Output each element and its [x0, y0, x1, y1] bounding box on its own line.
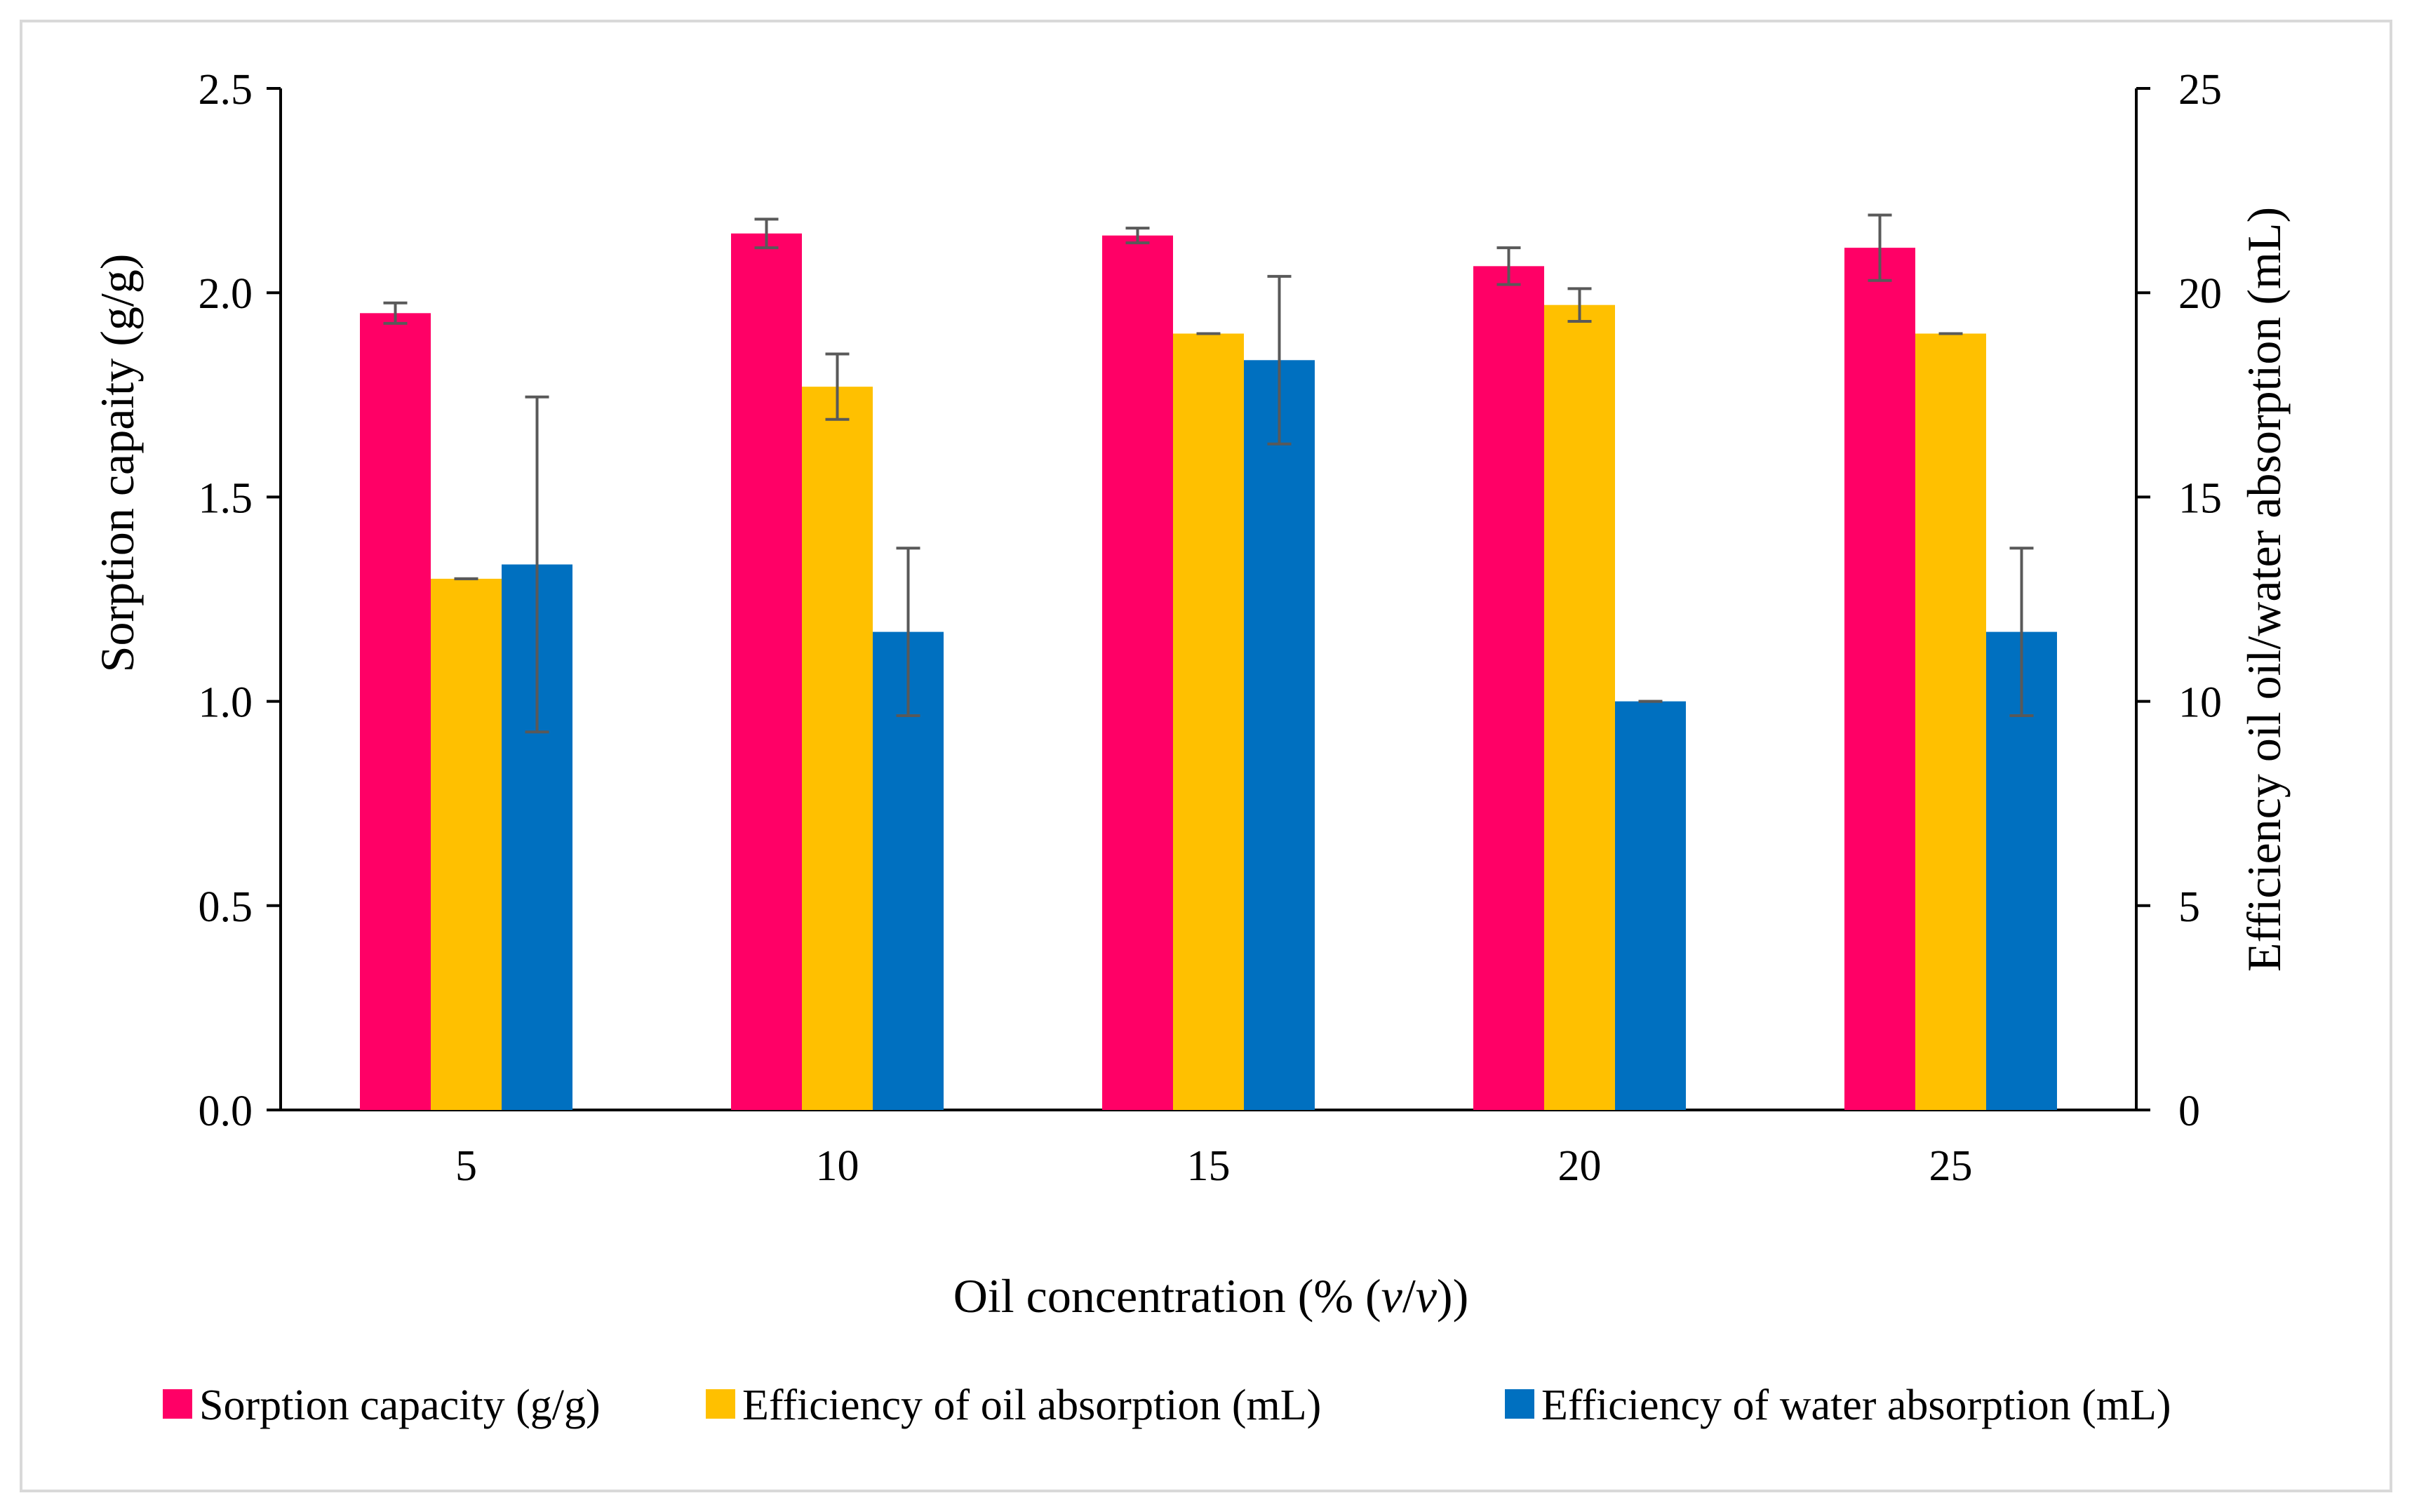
bar	[1844, 248, 1915, 1110]
right-y-axis: 0 5 10 15 20 25	[2135, 66, 2222, 1135]
x-axis: 5 10 15 20 25	[281, 1109, 2136, 1190]
right-tick-label: 10	[2178, 679, 2222, 727]
bar	[1915, 333, 1986, 1111]
right-tick-label: 15	[2178, 474, 2222, 522]
left-tick-label: 0.5	[199, 883, 253, 931]
legend-swatch	[706, 1389, 735, 1419]
bar	[1173, 333, 1244, 1111]
x-tick-label: 15	[1187, 1142, 1231, 1190]
x-tick-label: 5	[455, 1142, 477, 1190]
left-tick-label: 1.5	[199, 474, 253, 522]
bar	[1102, 235, 1173, 1110]
bar	[731, 233, 802, 1111]
bar	[360, 313, 431, 1110]
left-tick-label: 0.0	[199, 1088, 253, 1135]
x-axis-label-prefix: Oil concentration (% (	[953, 1269, 1381, 1323]
right-tick-label: 5	[2178, 883, 2200, 931]
legend: Sorption capacity (g/g) Efficiency of oil…	[163, 1381, 2171, 1429]
bar	[1615, 701, 1686, 1110]
legend-swatch	[163, 1389, 192, 1419]
bar-series-group	[360, 233, 2057, 1111]
left-y-axis-label: Sorption capaity (g/g)	[91, 254, 144, 673]
bar	[802, 387, 873, 1110]
right-tick-label: 25	[2178, 66, 2222, 114]
right-tick-label: 20	[2178, 270, 2222, 318]
error-bar-group	[383, 213, 2034, 734]
x-tick-label: 25	[1929, 1142, 1973, 1190]
x-axis-label-var2: v	[1416, 1269, 1438, 1323]
x-axis-label: Oil concentration (% (v/v))	[953, 1269, 1468, 1323]
x-axis-label-suffix: ))	[1437, 1269, 1468, 1323]
legend-swatch	[1505, 1389, 1534, 1419]
x-tick-label: 10	[816, 1142, 859, 1190]
right-tick-label: 0	[2178, 1088, 2200, 1135]
x-tick-label: 20	[1558, 1142, 1602, 1190]
bar	[1473, 266, 1544, 1110]
left-tick-label: 2.5	[199, 66, 253, 114]
legend-label: Efficiency of water absorption (mL)	[1541, 1381, 2171, 1429]
bar	[1244, 360, 1315, 1110]
legend-label: Sorption capacity (g/g)	[199, 1381, 601, 1429]
legend-label: Efficiency of oil absorption (mL)	[742, 1381, 1321, 1429]
bar	[1544, 305, 1615, 1110]
bar	[431, 578, 502, 1110]
right-y-axis-label: Efficiency oil oil/water absorption (mL)	[2237, 207, 2291, 972]
x-axis-label-sep: /	[1402, 1269, 1416, 1323]
left-tick-label: 2.0	[199, 270, 253, 318]
left-tick-label: 1.0	[199, 679, 253, 727]
left-y-axis: 0.0 0.5 1.0 1.5 2.0 2.5	[199, 66, 282, 1135]
x-axis-label-var1: v	[1381, 1269, 1403, 1323]
